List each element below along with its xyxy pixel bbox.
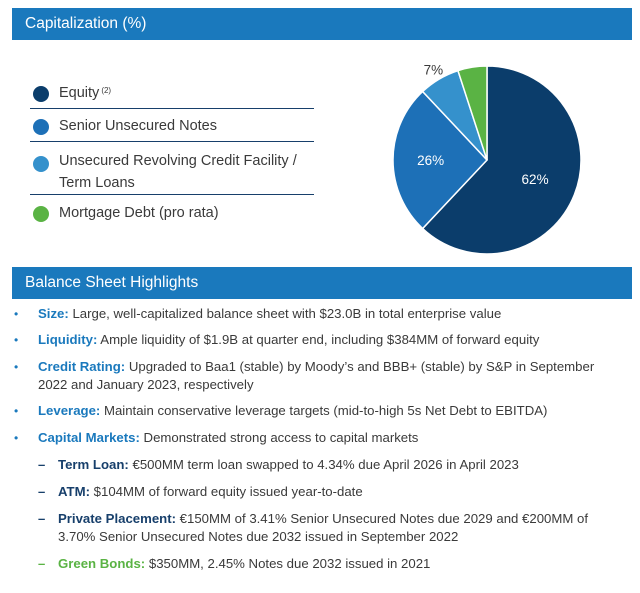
sub-bullet-private-placement: – Private Placement: €150MM of 3.41% Sen…: [38, 510, 588, 546]
sub-key-term-loan: Term Loan:: [58, 457, 129, 472]
bullet-liquidity: • Liquidity: Ample liquidity of $1.9B at…: [14, 331, 539, 349]
bullet-marker: •: [14, 431, 19, 445]
balance-sheet-title: Balance Sheet Highlights: [25, 274, 199, 291]
bullet-text-credit-rating-line2: 2022 and January 2023, respectively: [38, 377, 254, 392]
pie-label-mortgage-debt-pro-rata-: 5%: [461, 62, 481, 64]
sub-text-green-bonds: $350MM, 2.45% Notes due 2032 issued in 2…: [145, 556, 431, 571]
balance-sheet-header: Balance Sheet Highlights: [12, 267, 632, 299]
legend-label-mortgage-debt: Mortgage Debt (pro rata): [59, 205, 219, 221]
legend-item-revolving-credit: Unsecured Revolving Credit Facility / Te…: [30, 148, 314, 195]
pie-label-senior-unsecured-notes: 26%: [417, 153, 444, 168]
capitalization-title: Capitalization (%): [25, 15, 147, 32]
bullet-key-leverage: Leverage:: [38, 403, 101, 418]
bullet-text-credit-rating: Upgraded to Baa1 (stable) by Moody’s and…: [125, 359, 595, 374]
bullet-capital-markets: • Capital Markets: Demonstrated strong a…: [14, 429, 418, 447]
legend-dot-senior-circle-icon: [33, 119, 49, 135]
bullet-size: • Size: Large, well-capitalized balance …: [14, 305, 501, 323]
sub-bullet-atm: – ATM: $104MM of forward equity issued y…: [38, 483, 363, 501]
legend-item-mortgage-debt: Mortgage Debt (pro rata): [30, 200, 314, 228]
legend-item-senior-unsecured-notes: Senior Unsecured Notes: [30, 113, 314, 142]
bullet-leverage: • Leverage: Maintain conservative levera…: [14, 402, 547, 420]
sub-key-atm: ATM:: [58, 484, 90, 499]
sub-text-atm: $104MM of forward equity issued year-to-…: [89, 484, 363, 499]
pie-label-equity: 62%: [522, 172, 549, 187]
bullet-key-credit-rating: Credit Rating:: [38, 359, 126, 374]
sub-key-green-bonds: Green Bonds:: [58, 556, 146, 571]
dash-marker-green: –: [38, 556, 46, 571]
dash-marker: –: [38, 484, 46, 499]
bullet-text-liquidity: Ample liquidity of $1.9B at quarter end,…: [97, 332, 540, 347]
bullet-marker: •: [14, 333, 19, 347]
capitalization-pie-chart: 62% 26% 7% 5%: [392, 62, 582, 255]
legend-dot-revolver-circle-icon: [33, 156, 49, 172]
capitalization-header: Capitalization (%): [12, 8, 632, 40]
bullet-text-capital-markets: Demonstrated strong access to capital ma…: [139, 430, 419, 445]
bullet-key-liquidity: Liquidity:: [38, 332, 98, 347]
legend-label-revolver-line1: Unsecured Revolving Credit Facility /: [59, 153, 297, 169]
pie-label-unsecured-revolving-credit-facility-term-loans: 7%: [424, 62, 444, 77]
legend-footnote-equity: (2): [101, 86, 112, 95]
sub-key-private-placement: Private Placement:: [58, 511, 177, 526]
dash-marker: –: [38, 511, 46, 526]
sub-bullet-green-bonds: – Green Bonds: $350MM, 2.45% Notes due 2…: [38, 555, 430, 573]
legend-dot-equity-circle-icon: [33, 86, 49, 102]
bullet-text-leverage: Maintain conservative leverage targets (…: [100, 403, 548, 418]
sub-text-private-placement: €150MM of 3.41% Senior Unsecured Notes d…: [176, 511, 589, 526]
legend-label-equity: Equity: [59, 85, 100, 101]
legend-item-equity: Equity (2): [30, 80, 314, 109]
bullet-marker: •: [14, 307, 19, 321]
dash-marker: –: [38, 457, 46, 472]
bullet-key-capital-markets: Capital Markets:: [38, 430, 140, 445]
bullet-marker: •: [14, 404, 19, 418]
bullet-credit-rating: • Credit Rating: Upgraded to Baa1 (stabl…: [14, 358, 594, 394]
legend-label-revolver-line2: Term Loans: [59, 175, 135, 191]
legend-dot-mortgage-circle-icon: [33, 206, 49, 222]
bullet-key-size: Size:: [38, 306, 69, 321]
bullet-text-size: Large, well-capitalized balance sheet wi…: [68, 306, 502, 321]
legend-label-senior-unsecured-notes: Senior Unsecured Notes: [59, 118, 217, 134]
pie-slice-equity: [421, 65, 582, 255]
pie-slice-senior-unsecured-notes: [392, 90, 489, 230]
sub-text-private-placement-line2: 3.70% Senior Unsecured Notes due 2032 is…: [58, 529, 459, 544]
sub-bullet-term-loan: – Term Loan: €500MM term loan swapped to…: [38, 456, 519, 474]
sub-text-term-loan: €500MM term loan swapped to 4.34% due Ap…: [128, 457, 519, 472]
bullet-marker: •: [14, 360, 19, 374]
pie-slice-mortgage-debt-pro-rata-: [457, 65, 488, 161]
